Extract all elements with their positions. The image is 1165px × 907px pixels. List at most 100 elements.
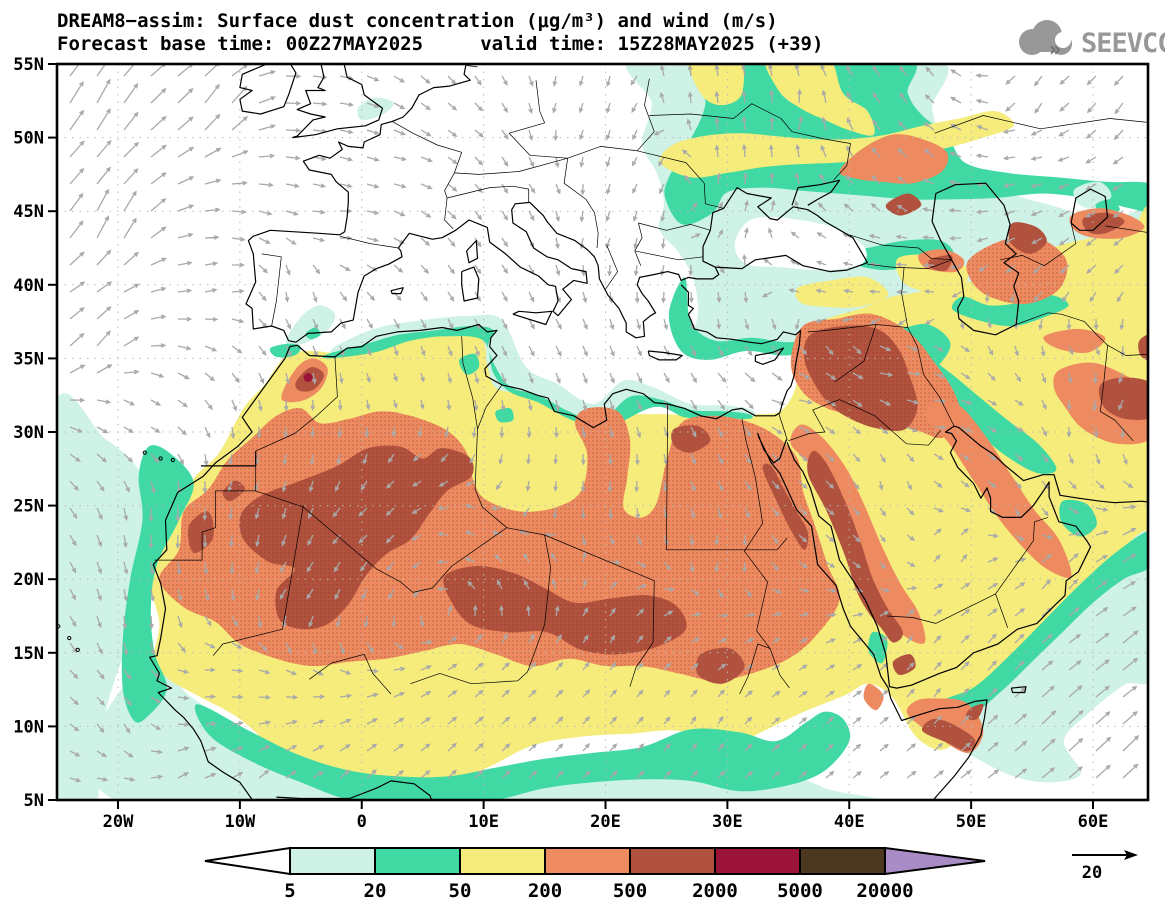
country-border xyxy=(867,259,952,269)
country-border xyxy=(1016,312,1108,346)
country-border xyxy=(849,234,952,261)
dust-region xyxy=(762,463,809,550)
country-border xyxy=(1099,345,1134,442)
lon-tick-label: 10W xyxy=(225,812,256,832)
country-border xyxy=(508,80,545,156)
wind-legend-value: 20 xyxy=(1082,863,1102,883)
country-border xyxy=(363,654,392,695)
cloud-icon: » xyxy=(1019,20,1072,61)
figure-subtitle: Forecast base time: 00Z27MAY2025 valid t… xyxy=(57,33,823,55)
colorbar-segment xyxy=(459,847,546,875)
coastline xyxy=(461,266,480,302)
dust-region xyxy=(322,326,753,430)
country-border xyxy=(309,653,365,680)
dust-region xyxy=(885,193,922,216)
lon-tick-label: 10E xyxy=(468,812,499,832)
dust-region xyxy=(841,239,954,271)
country-border xyxy=(739,418,771,695)
dust-region xyxy=(807,450,903,643)
svg-text:»: » xyxy=(1049,37,1061,61)
colorbar-level-label: 500 xyxy=(613,880,647,902)
coastline xyxy=(1010,686,1027,694)
country-border xyxy=(634,222,643,266)
country-border xyxy=(778,412,788,440)
dust-region xyxy=(863,683,884,711)
country-border xyxy=(477,384,503,430)
coastline xyxy=(887,687,988,800)
country-border xyxy=(934,115,1148,134)
dust-region xyxy=(951,295,1069,327)
coastline xyxy=(754,347,784,365)
colorbar-level-label: 5 xyxy=(284,880,295,902)
colorbar-level-label: 200 xyxy=(528,880,562,902)
country-border xyxy=(839,399,941,446)
coastline xyxy=(149,346,291,800)
dust-region xyxy=(695,647,745,684)
dust-region xyxy=(1059,499,1097,537)
island xyxy=(67,635,72,641)
country-border xyxy=(255,356,338,452)
colorbar-segment xyxy=(289,847,376,875)
lat-tick-label: 35N xyxy=(13,349,44,369)
country-border xyxy=(788,399,840,442)
seevccc-logo: » SEEVCCC xyxy=(1019,20,1165,61)
country-border xyxy=(634,250,704,261)
colorbar-legend: 5 20 50 200 500 2000 5000 20000 xyxy=(204,846,986,902)
dust-region xyxy=(839,134,949,184)
colorbar-segment xyxy=(714,847,801,875)
country-border xyxy=(255,490,508,593)
dust-region xyxy=(269,343,301,358)
country-border xyxy=(466,65,478,68)
country-border xyxy=(666,537,788,551)
dust-region xyxy=(194,704,851,800)
coastline xyxy=(512,310,553,326)
island xyxy=(75,647,80,652)
dust-region xyxy=(1082,212,1125,235)
coastline xyxy=(786,425,1092,689)
lon-tick-label: 20W xyxy=(103,812,134,832)
dust-region xyxy=(1043,328,1106,353)
colorbar-level-label: 50 xyxy=(449,880,472,902)
coastline xyxy=(292,64,384,139)
dust-region xyxy=(1008,222,1047,254)
coastline xyxy=(647,350,683,361)
dust-region xyxy=(459,353,480,375)
lat-tick-label: 15N xyxy=(13,644,44,664)
country-border xyxy=(605,244,619,290)
wind-speed-legend: 20 xyxy=(1072,850,1138,883)
coastline xyxy=(390,287,404,295)
dust-region xyxy=(330,314,756,425)
logo-text: SEEVCCC xyxy=(1081,28,1165,59)
country-border xyxy=(410,671,528,685)
lat-tick-label: 50N xyxy=(13,129,44,149)
lon-tick-label: 30E xyxy=(712,812,743,832)
dust-region xyxy=(921,718,976,752)
coastline xyxy=(1070,188,1109,231)
country-border xyxy=(807,324,908,333)
coastline xyxy=(245,64,869,343)
colorbar-segment xyxy=(374,847,461,875)
dust-region xyxy=(357,97,394,121)
dust-region xyxy=(939,531,1148,714)
lat-tick-label: 45N xyxy=(13,202,44,222)
dust-region xyxy=(659,110,1015,178)
country-border xyxy=(666,403,669,550)
dust-region xyxy=(892,654,916,676)
lat-tick-label: 20N xyxy=(13,570,44,590)
country-border xyxy=(461,336,478,430)
lat-tick-label: 40N xyxy=(13,276,44,296)
lat-tick-label: 55N xyxy=(13,55,44,75)
dust-field-layer xyxy=(57,64,1148,800)
coastline xyxy=(466,240,479,264)
country-border xyxy=(563,158,599,249)
lon-tick-label: 60E xyxy=(1078,812,1109,832)
coastline xyxy=(953,425,1148,504)
country-border xyxy=(1107,344,1148,356)
dust-region xyxy=(687,64,744,106)
country-border xyxy=(886,593,1009,628)
lat-tick-label: 30N xyxy=(13,423,44,443)
dust-region xyxy=(1098,377,1148,420)
lat-tick-label: 10N xyxy=(13,717,44,737)
country-border xyxy=(901,267,909,328)
lon-tick-label: 40E xyxy=(834,812,865,832)
